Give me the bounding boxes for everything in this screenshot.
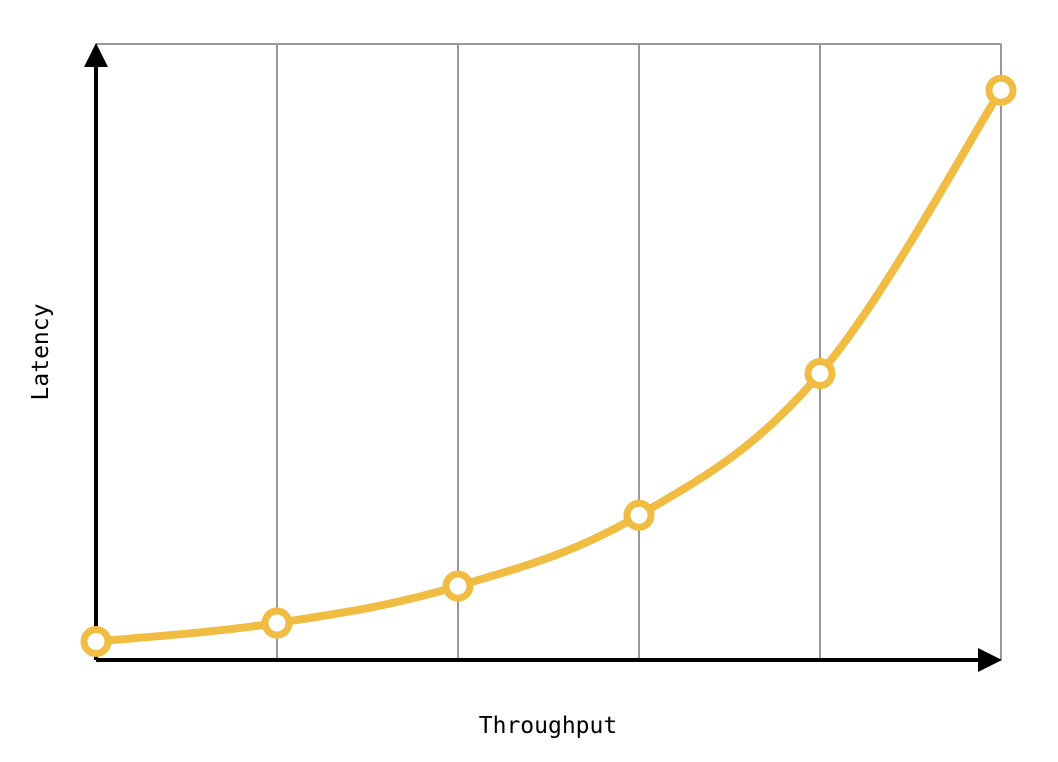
grid [96, 43, 1002, 660]
axes [84, 43, 1002, 672]
data-point [804, 358, 836, 390]
x-axis-arrowhead [978, 648, 1002, 672]
data-point [985, 74, 1017, 106]
y-axis-title: Latency [28, 304, 54, 401]
data-point [623, 499, 655, 531]
series [92, 86, 1005, 646]
series-line [92, 86, 1005, 646]
data-point [261, 607, 293, 639]
x-axis-title: Throughput [479, 713, 617, 739]
y-axis-arrowhead [84, 43, 108, 67]
data-point [442, 570, 474, 602]
data-point [80, 626, 112, 658]
markers [80, 74, 1017, 658]
